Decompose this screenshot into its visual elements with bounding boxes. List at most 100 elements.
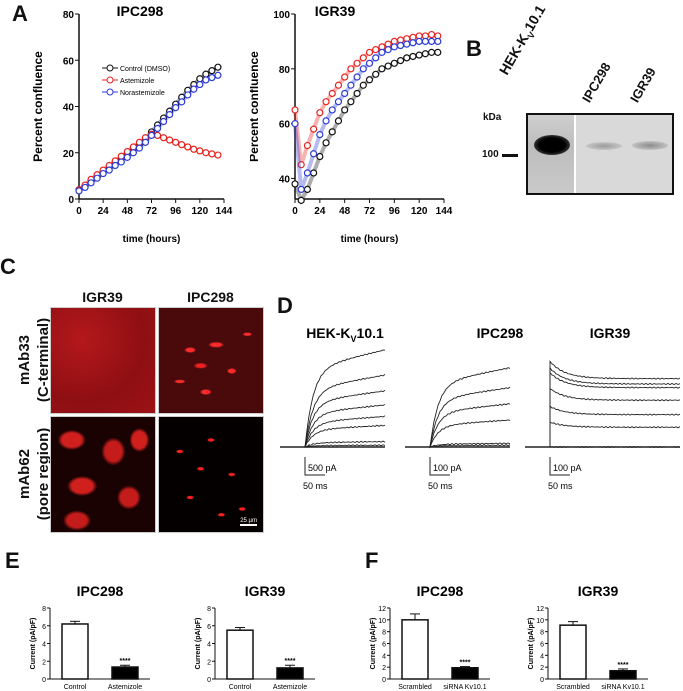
- bar: [61, 623, 89, 680]
- data-point: [427, 37, 436, 46]
- y-tick-label: 12: [536, 606, 544, 613]
- y-tick-label: 80: [63, 10, 75, 21]
- y-tick-label: 60: [63, 56, 75, 67]
- data-point: [153, 124, 162, 133]
- y-tick-label: 40: [63, 103, 75, 114]
- data-point: [190, 85, 198, 93]
- data-point: [421, 50, 429, 58]
- y-axis-label: Current (pA/pF): [195, 618, 202, 670]
- y-tick-label: 12: [378, 606, 386, 613]
- y-tick-label: 100: [273, 10, 290, 21]
- data-point: [214, 71, 222, 79]
- current-trace: [280, 424, 386, 448]
- current-traces-panel: HEK-KV10.1 500 pA 50 ms IPC298 100 pA 50 ms IG…: [280, 325, 681, 490]
- data-point: [341, 106, 349, 114]
- data-point: [359, 81, 367, 89]
- y-axis-label: Percent confluence: [250, 51, 261, 162]
- image-ipc298-mab62: 25 µm: [158, 416, 264, 533]
- data-point: [178, 141, 186, 149]
- scale-bar: [429, 457, 450, 476]
- y-tick-label: 10: [536, 618, 544, 625]
- data-point: [353, 73, 361, 81]
- current-trace: [280, 415, 386, 448]
- row-label-mab33: mAb33 (C-terminal): [16, 317, 52, 403]
- data-point: [316, 152, 324, 161]
- current-trace: [525, 421, 681, 448]
- data-point: [208, 150, 216, 158]
- y-axis-label: Current (pA/pF): [528, 618, 535, 670]
- data-point: [415, 37, 423, 46]
- data-point: [117, 158, 125, 166]
- significance-label: ****: [618, 662, 629, 669]
- image-ipc298-mab33: [158, 307, 264, 414]
- data-point: [372, 70, 380, 78]
- data-point: [202, 70, 210, 78]
- bar: [401, 619, 429, 680]
- data-point: [322, 98, 330, 106]
- column-label-ipc298: IPC298: [187, 289, 234, 305]
- trace-title: HEK-KV10.1: [306, 325, 384, 344]
- data-point: [310, 169, 318, 177]
- data-point: [75, 187, 83, 195]
- image-igr39-mab62: [50, 416, 156, 533]
- data-point: [341, 73, 349, 81]
- y-tick-label: 8: [207, 606, 211, 613]
- scale-bar: [304, 457, 325, 476]
- data-point: [353, 89, 361, 98]
- data-point: [303, 185, 312, 194]
- legend-marker: [106, 76, 114, 84]
- data-point: [347, 98, 355, 106]
- data-point: [365, 76, 374, 84]
- y-tick-label: 4: [207, 642, 211, 649]
- data-point: [166, 110, 174, 119]
- y-tick-label: 4: [382, 653, 386, 660]
- x-tick-label: 120: [411, 206, 428, 217]
- current-trace: [280, 349, 386, 448]
- y-tick-label: 0: [207, 677, 211, 684]
- panel-label-e: E: [5, 548, 20, 573]
- data-point: [147, 131, 156, 140]
- data-point: [184, 143, 192, 151]
- blot-image: [526, 113, 674, 195]
- y-tick-label: 6: [382, 642, 386, 649]
- x-tick-label: 96: [389, 206, 401, 217]
- data-point: [328, 128, 336, 136]
- scale-time-label: 50 ms: [303, 481, 328, 490]
- x-tick-label: Scrambled: [556, 684, 590, 691]
- x-tick-label: Astemizole: [273, 684, 307, 691]
- data-point: [196, 80, 204, 89]
- data-point: [403, 40, 411, 48]
- data-point: [316, 109, 324, 117]
- data-point: [159, 134, 168, 142]
- y-tick-label: 0: [382, 677, 386, 684]
- data-point: [359, 54, 367, 62]
- x-tick-label: 72: [364, 206, 376, 217]
- y-tick-label: 6: [540, 642, 544, 649]
- y-tick-label: 2: [42, 659, 46, 666]
- current-trace: [525, 387, 681, 448]
- data-point: [172, 138, 180, 146]
- y-tick-label: 6: [207, 624, 211, 631]
- trace-title: IPC298: [477, 325, 524, 341]
- significance-label: ****: [120, 658, 131, 665]
- x-tick-label: 0: [76, 206, 82, 217]
- chart-title: IPC298: [117, 3, 164, 19]
- current-trace: [280, 389, 386, 448]
- data-point: [129, 149, 137, 157]
- data-point: [172, 104, 180, 112]
- data-point: [81, 183, 89, 192]
- growth-chart-ipc298: IPC298 0 20 40 60 80 0 24 48 72 96 120 144 time (hour…: [31, 3, 233, 245]
- scale-current-label: 100 pA: [433, 463, 462, 473]
- legend-label: Norastemizole: [120, 90, 165, 97]
- y-tick-label: 40: [279, 174, 291, 185]
- data-point: [297, 185, 305, 194]
- data-point: [141, 138, 150, 146]
- current-trace: [405, 386, 511, 448]
- data-point: [93, 174, 101, 182]
- current-trace: [280, 404, 386, 448]
- data-point: [409, 39, 417, 47]
- data-point: [190, 145, 198, 153]
- data-point: [214, 63, 222, 71]
- current-trace: [525, 371, 681, 448]
